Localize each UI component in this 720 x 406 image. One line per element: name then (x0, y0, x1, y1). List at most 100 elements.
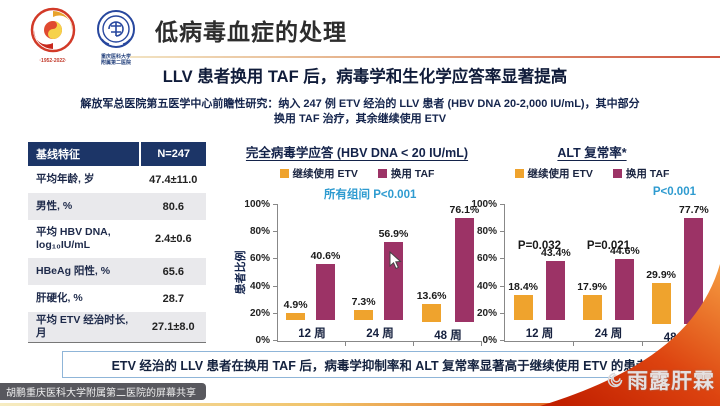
title-divider (130, 56, 720, 58)
legend-item: 继续使用 ETV (514, 166, 593, 181)
legend-label: 继续使用 ETV (527, 168, 593, 180)
bar-value-label: 4.9% (283, 299, 308, 312)
row-label: HBeAg 阳性, % (36, 265, 111, 277)
y-axis: 100% 80% 60% 40% 20% 0% (244, 199, 277, 346)
plot-area: 4.9% 40.6% 12 周 7.3% 56.9% 24 周 13.6% 76.1% 48 周 (277, 204, 482, 346)
bar-group: 18.4% 43.4% 12 周 (505, 204, 574, 346)
hospital-logo-icon (97, 10, 135, 48)
bar (684, 218, 704, 325)
row-label: 肝硬化, % (36, 292, 83, 304)
slide-subtitle: LLV 患者换用 TAF 后，病毒学和生化学应答率显著提高 (162, 68, 568, 86)
table-row: 肝硬化, % 28.7 (28, 285, 206, 312)
legend-swatch (514, 169, 524, 178)
bar-value-label: 76.1% (449, 204, 480, 216)
x-axis-category: 12 周 (298, 328, 326, 340)
x-axis-category: 24 周 (594, 328, 623, 340)
group-p-value-label: P=0.032 (517, 240, 562, 252)
row-label: 平均 ETV 经治时长, 月 (36, 314, 129, 339)
legend-item: 继续使用 ETV (279, 166, 358, 181)
table-row: HBeAg 阳性, % 65.6 (28, 258, 206, 285)
bar (286, 313, 306, 320)
chart-alt-normalization: ALT 复常率* 继续使用 ETV 换用 TAF P<0.001 100% 80% 6… (471, 142, 712, 352)
table-row: 平均 ETV 经治时长, 月 27.1±8.0 (28, 312, 206, 342)
anniversary-logo: ·1952-2022· (24, 7, 82, 64)
p-value-annotation: 所有组间 P<0.001 (324, 189, 417, 201)
bar-value-label: 43.4% (541, 246, 571, 259)
watermark-text: 雨露肝霖 (627, 370, 715, 393)
row-value: 28.7 (162, 292, 185, 305)
bar (513, 294, 533, 320)
bar (454, 218, 474, 323)
row-value: 65.6 (162, 265, 185, 278)
anniversary-logo-icon (30, 7, 76, 53)
bar-value-label: 40.6% (310, 250, 341, 263)
plot: 患者比例 100% 80% 60% 40% 20% 0% 4.9% 40.6% 12 周 7.3… (232, 199, 482, 346)
legend-swatch (279, 169, 289, 178)
bar-value-label: 56.9% (378, 228, 409, 241)
watermark-swirl-icon (607, 372, 623, 388)
screen-share-label: 胡鹏重庆医科大学附属第二医院的屏幕共享 (0, 383, 206, 400)
row-label: 平均 HBV DNA, log₁₀IU/mL (36, 226, 111, 251)
bar (651, 283, 671, 325)
plot-area: 18.4%43.4%12 周17.9%44.6%24 周29.9%77.7%48… (504, 204, 712, 346)
y-axis-title: 患者比例 (235, 250, 247, 295)
x-axis-category: 48 周 (434, 330, 462, 343)
bar (422, 303, 442, 323)
bar-group: 17.9% 44.6% 24 周 (574, 204, 643, 346)
table-row: 男性, % 80.6 (28, 193, 206, 220)
table-header-row: 基线特征 N=247 (28, 142, 206, 166)
chart-title: ALT 复常率* (557, 146, 627, 160)
group-p-value-label: P=0.021 (586, 240, 631, 252)
hospital-logo: 重庆医科大学 附属第二医院 (88, 9, 144, 66)
page-title: 低病毒血症的处理 (155, 19, 347, 45)
x-axis-category: 24 周 (366, 328, 394, 340)
mouse-cursor (389, 251, 402, 270)
legend-swatch (377, 169, 387, 178)
bar (546, 260, 566, 320)
row-label: 平均年龄, 岁 (36, 173, 95, 185)
bar-value-label: 13.6% (416, 289, 447, 302)
row-value: 27.1±8.0 (151, 321, 195, 333)
row-value: 80.6 (162, 200, 185, 213)
legend-swatch (612, 169, 622, 178)
table-row: 平均 HBV DNA, log₁₀IU/mL 2.4±0.6 (28, 220, 206, 258)
plot: 100% 80% 60% 40% 20% 0% 18.4% 43.4% 12 周 17.9% 44… (471, 199, 712, 346)
chart-legend: 继续使用 ETV 换用 TAF (232, 166, 482, 181)
table-header-feature: 基线特征 (28, 142, 140, 166)
x-axis-category: 12 周 (525, 328, 554, 340)
row-value: 2.4±0.6 (154, 233, 192, 245)
corner-swoosh-decoration (540, 264, 720, 406)
baseline-characteristics-table: 基线特征 N=247 平均年龄, 岁 47.4±11.0 男性, % 80.6 … (28, 142, 206, 343)
table-header-n: N=247 (141, 142, 206, 166)
bar (315, 264, 335, 320)
bar-group: 13.6% 76.1% 48 周 (414, 204, 482, 346)
legend-label: 换用 TAF (625, 168, 670, 180)
study-description: 解放军总医院第五医学中心前瞻性研究：纳入 247 例 ETV 经治的 LLV 患… (80, 98, 640, 125)
bar (354, 310, 374, 320)
chart-legend: 继续使用 ETV 换用 TAF (472, 166, 712, 181)
bar (615, 258, 635, 320)
bar-value-label: 18.4% (508, 280, 538, 293)
hospital-logo-caption: 重庆医科大学 附属第二医院 (100, 54, 131, 66)
legend-item: 换用 TAF (612, 166, 670, 181)
bar-group: 7.3% 56.9% 24 周 (346, 204, 414, 346)
y-axis: 100% 80% 60% 40% 20% 0% (471, 199, 504, 346)
row-value: 47.4±11.0 (149, 173, 198, 186)
anniversary-logo-caption: ·1952-2022· (39, 58, 67, 64)
bar-group: 4.9% 40.6% 12 周 (278, 204, 346, 346)
bottom-edge-decoration (0, 403, 720, 406)
bar-value-label: 29.9% (646, 269, 676, 282)
legend-label: 继续使用 ETV (292, 168, 358, 180)
chart-complete-virologic-response: 完全病毒学应答 (HBV DNA < 20 IU/mL) 继续使用 ETV 换用 … (232, 142, 482, 352)
bar-value-label: 44.6% (610, 244, 640, 257)
row-label: 男性, % (36, 200, 73, 212)
bar-value-label: 7.3% (351, 296, 376, 308)
conclusion-banner: ETV 经治的 LLV 患者在换用 TAF 后，病毒学抑制率和 ALT 复常率显… (62, 351, 698, 378)
legend-item: 换用 TAF (377, 166, 434, 181)
bar (582, 295, 602, 320)
watermark: 雨露肝霖 (605, 365, 715, 395)
chart-title: 完全病毒学应答 (HBV DNA < 20 IU/mL) (245, 146, 469, 160)
bar-value-label: 77.7% (679, 204, 709, 216)
p-value-annotation: P<0.001 (652, 186, 696, 198)
bar-value-label: 17.9% (577, 281, 607, 294)
